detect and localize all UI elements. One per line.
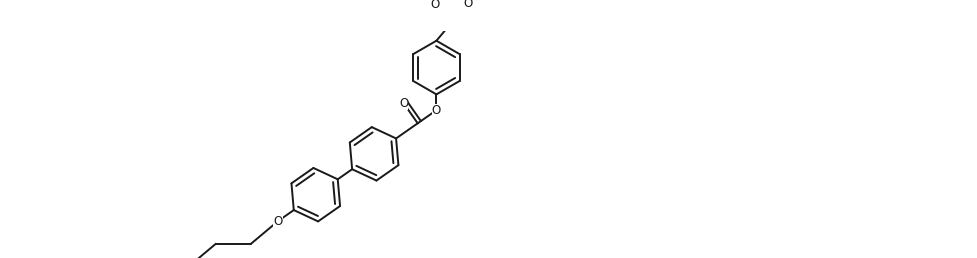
Text: O: O xyxy=(463,0,472,10)
Text: O: O xyxy=(273,215,282,228)
Text: O: O xyxy=(430,0,439,11)
Text: O: O xyxy=(399,97,407,110)
Text: O: O xyxy=(432,104,441,117)
